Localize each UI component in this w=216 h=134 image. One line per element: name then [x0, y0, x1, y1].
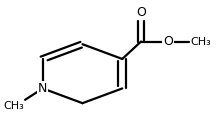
Text: O: O [163, 35, 173, 48]
Text: O: O [136, 6, 146, 19]
Text: N: N [38, 82, 48, 95]
Text: CH₃: CH₃ [190, 37, 211, 46]
Text: CH₃: CH₃ [3, 101, 24, 111]
